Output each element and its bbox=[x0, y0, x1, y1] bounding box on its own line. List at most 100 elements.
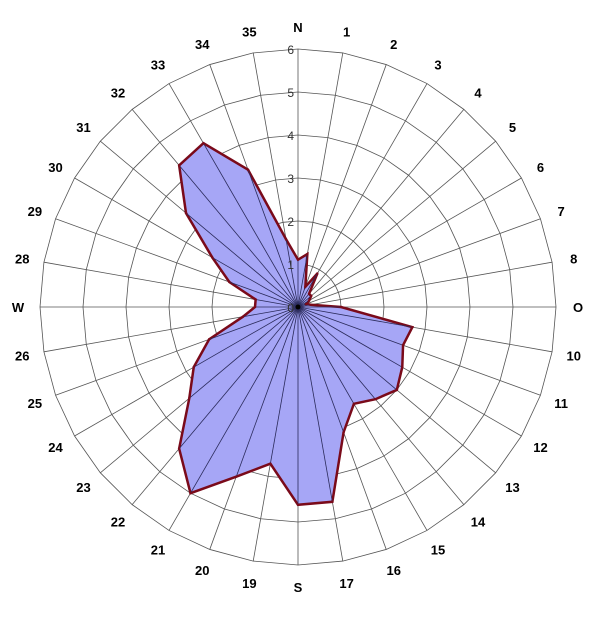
data-point-24 bbox=[192, 366, 195, 369]
data-spoke-17 bbox=[297, 306, 333, 502]
direction-label-2: 2 bbox=[390, 37, 397, 52]
data-point-12 bbox=[401, 366, 404, 369]
direction-label-35: 35 bbox=[242, 24, 256, 39]
radial-tick-2: 2 bbox=[287, 215, 294, 229]
direction-label-1: 1 bbox=[343, 24, 350, 39]
direction-label-33: 33 bbox=[151, 58, 165, 73]
data-spoke-5 bbox=[297, 295, 312, 308]
direction-label-7: 7 bbox=[557, 204, 564, 219]
direction-label-3: 3 bbox=[434, 58, 441, 73]
data-spoke-12 bbox=[297, 306, 403, 368]
grid-spoke-7 bbox=[297, 218, 541, 308]
direction-label-24: 24 bbox=[48, 440, 63, 455]
data-point-25 bbox=[207, 338, 211, 341]
data-point-15 bbox=[352, 402, 356, 406]
direction-label-21: 21 bbox=[151, 542, 165, 557]
data-point-6 bbox=[307, 299, 311, 302]
data-point-8 bbox=[309, 303, 312, 306]
radial-tick-3: 3 bbox=[287, 172, 294, 186]
direction-label-10: 10 bbox=[567, 349, 581, 364]
data-point-20 bbox=[235, 475, 238, 478]
data-spoke-2 bbox=[297, 286, 306, 308]
data-spoke-25 bbox=[208, 306, 299, 340]
data-spoke-30 bbox=[212, 257, 299, 308]
radial-tick-0: 0 bbox=[287, 301, 294, 315]
data-point-19 bbox=[269, 462, 272, 465]
direction-labels: N 12345678O1011121314151617S1920212223242… bbox=[12, 20, 583, 595]
direction-label-6: 6 bbox=[537, 160, 544, 175]
data-spoke-21 bbox=[190, 306, 299, 494]
grid-spoke-3 bbox=[297, 83, 428, 308]
direction-label-11: 11 bbox=[554, 396, 568, 411]
direction-label-34: 34 bbox=[195, 37, 210, 52]
data-spoke-1 bbox=[297, 254, 308, 308]
direction-label-32: 32 bbox=[111, 86, 125, 101]
grid-spoke-8 bbox=[297, 261, 553, 308]
data-point-2 bbox=[304, 285, 307, 288]
direction-label-15: 15 bbox=[431, 542, 445, 557]
data-spoke-34 bbox=[247, 169, 299, 308]
direction-label-16: 16 bbox=[387, 563, 401, 578]
data-point-29 bbox=[228, 280, 231, 284]
data-point-23 bbox=[188, 397, 191, 400]
radial-tick-5: 5 bbox=[287, 86, 294, 100]
data-spoke-11 bbox=[297, 306, 404, 346]
data-spoke-14 bbox=[297, 306, 376, 400]
data-point-33 bbox=[202, 141, 205, 145]
data-spoke-33 bbox=[203, 142, 299, 308]
data-point-1 bbox=[306, 252, 309, 256]
direction-label-30: 30 bbox=[48, 160, 62, 175]
data-point-9 bbox=[339, 305, 343, 309]
center-point bbox=[295, 304, 301, 310]
data-point-3 bbox=[316, 272, 319, 275]
data-point-21 bbox=[189, 492, 192, 495]
direction-label-17: 17 bbox=[339, 576, 353, 591]
direction-label-29: 29 bbox=[28, 204, 42, 219]
direction-label-O: O bbox=[573, 300, 583, 315]
data-spoke-35 bbox=[285, 239, 299, 308]
data-point-31 bbox=[184, 211, 188, 215]
direction-label-4: 4 bbox=[474, 86, 482, 101]
grid-spoke-2 bbox=[297, 64, 387, 308]
data-spoke-13 bbox=[297, 306, 398, 391]
data-point-13 bbox=[395, 388, 399, 392]
grid-spoke-5 bbox=[297, 140, 496, 308]
data-point-7 bbox=[304, 302, 308, 306]
grid-spoke-4 bbox=[297, 109, 465, 308]
data-point-0 bbox=[296, 258, 300, 261]
data-point-34 bbox=[246, 168, 250, 171]
data-spoke-31 bbox=[185, 212, 299, 308]
data-point-4 bbox=[307, 292, 311, 296]
data-spoke-28 bbox=[255, 299, 299, 308]
direction-label-19: 19 bbox=[242, 576, 256, 591]
direction-label-14: 14 bbox=[471, 514, 486, 529]
direction-label-28: 28 bbox=[15, 251, 29, 266]
data-point-10 bbox=[411, 325, 414, 329]
direction-label-25: 25 bbox=[28, 396, 42, 411]
radial-tick-labels: 0 1 2 3 4 5 6 bbox=[287, 43, 294, 315]
direction-label-W: W bbox=[12, 300, 25, 315]
data-point-11 bbox=[401, 344, 405, 347]
data-point-22 bbox=[177, 447, 181, 450]
data-spoke-23 bbox=[189, 306, 299, 399]
direction-label-26: 26 bbox=[15, 349, 29, 364]
direction-label-31: 31 bbox=[76, 120, 90, 135]
direction-label-N: N bbox=[293, 20, 302, 35]
data-point-16 bbox=[342, 431, 345, 434]
data-point-26 bbox=[241, 315, 245, 318]
direction-label-22: 22 bbox=[111, 514, 125, 529]
direction-label-20: 20 bbox=[195, 563, 209, 578]
data-point-30 bbox=[211, 256, 214, 259]
data-spoke-16 bbox=[297, 306, 344, 433]
data-point-35 bbox=[284, 238, 288, 241]
direction-label-S: S bbox=[294, 580, 303, 595]
data-spoke-4 bbox=[297, 293, 310, 308]
data-spoke-22 bbox=[178, 306, 299, 449]
radial-tick-4: 4 bbox=[287, 129, 294, 143]
data-point-32 bbox=[177, 164, 181, 167]
direction-label-12: 12 bbox=[533, 440, 547, 455]
data-spoke-32 bbox=[178, 165, 299, 308]
radial-tick-6: 6 bbox=[287, 43, 294, 57]
data-point-5 bbox=[309, 294, 313, 298]
